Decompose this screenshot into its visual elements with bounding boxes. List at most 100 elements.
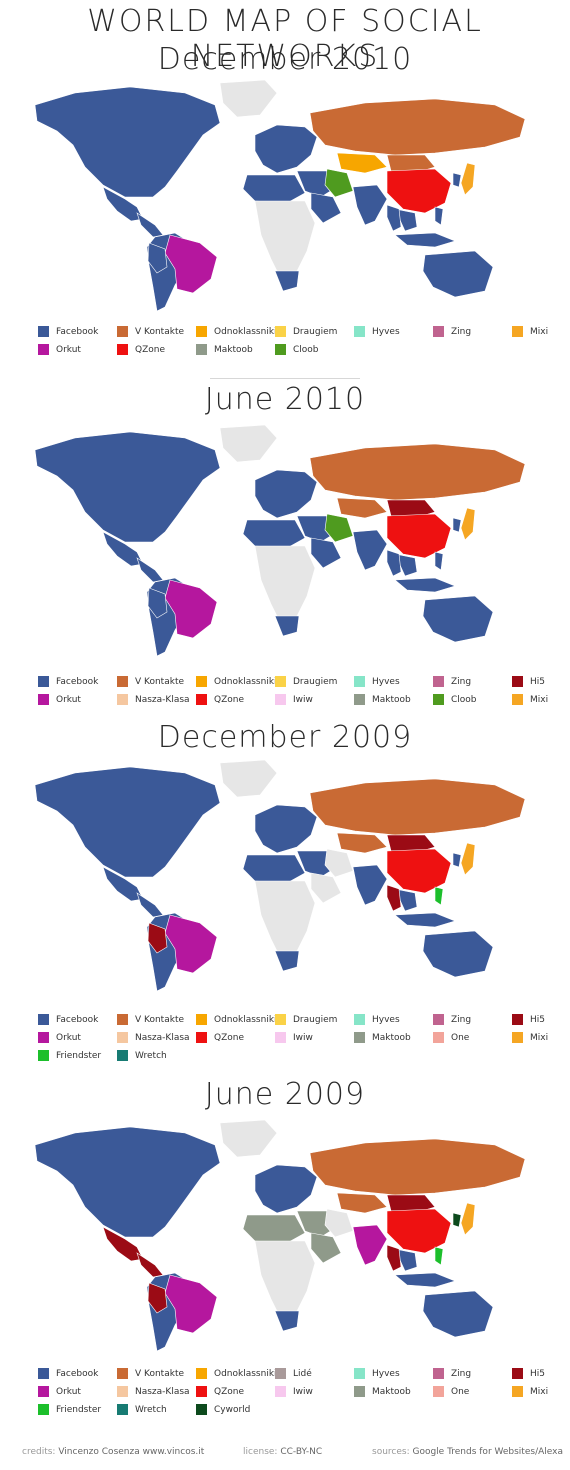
region-se_asia [394,1248,418,1272]
region-mexico [102,1226,144,1262]
region-russia [309,1138,526,1196]
legend-swatch [117,326,128,337]
legend-label: Cloob [451,694,477,705]
period-title: December 2010 [157,42,413,77]
legend-swatch [38,1386,49,1397]
legend-swatch [38,676,49,687]
region-thailand [386,884,402,912]
legend-label: Friendster [56,1050,102,1061]
region-greenland [219,79,278,118]
legend-item: Maktoob [354,1032,411,1043]
legend-row: Orkut QZone Maktoob Cloob [38,344,538,360]
legend-row: Orkut Nasza-Klasa QZone Iwiw Maktoob One Mixi [38,1386,548,1402]
region-korea [452,517,462,533]
region-northAfrica [242,854,306,884]
region-central_asia [336,497,388,519]
legend-item: Hyves [354,326,400,337]
legend-swatch [38,694,49,705]
region-central_asia [336,832,388,854]
legend-swatch [38,1032,49,1043]
legend-label: Maktoob [372,1032,411,1043]
region-china [386,848,452,894]
region-peru [147,242,168,274]
legend-label: Wretch [135,1050,167,1061]
legend-swatch [354,1386,365,1397]
legend-item: QZone [196,694,244,705]
region-russia [309,778,526,836]
credits: credits: Vincenzo Cosenza www.vincos.it [22,1447,204,1457]
legend-label: Zing [451,326,472,337]
region-centralAm [136,892,164,918]
legend-label: Zing [451,676,472,687]
legend-item: Facebook [38,1014,98,1025]
legend-label: Iwiw [293,1386,313,1397]
region-se_asia [394,208,418,232]
region-northAmerica [34,1126,221,1238]
legend-label: Nasza-Klasa [135,694,190,705]
legend-item: One [433,1386,469,1397]
region-japan [460,507,476,541]
legend-item: Nasza-Klasa [117,1386,190,1397]
legend-item: Wretch [117,1404,167,1415]
legend-swatch [196,676,207,687]
region-centralAm [136,1252,164,1278]
region-iran [324,1208,354,1238]
region-australia [422,250,494,298]
legend-swatch [512,1386,523,1397]
legend-swatch [117,1014,128,1025]
legend-label: QZone [214,1386,244,1397]
legend-swatch [512,1032,523,1043]
legend-label: Hyves [372,1368,400,1379]
region-brazil [164,1274,218,1334]
legend-label: QZone [214,694,244,705]
legend-item: Zing [433,1368,471,1379]
legend-item: Hi5 [512,1368,545,1379]
legend-swatch [196,1032,207,1043]
legend-label: V Kontakte [135,1368,185,1379]
region-peru [147,922,168,954]
legend-item: Orkut [38,1032,81,1043]
region-africa [254,545,316,625]
legend-swatch [196,1368,207,1379]
region-northAfrica [242,1214,306,1244]
legend-row: Orkut Nasza-Klasa QZone Iwiw Maktoob One Mixi [38,1032,548,1048]
legend-swatch [354,676,365,687]
legend-label: Odnoklassniki [214,1368,277,1379]
region-central_asia [336,152,388,174]
legend-label: Friendster [56,1404,102,1415]
legend-item: Iwiw [275,1386,313,1397]
legend-item: Nasza-Klasa [117,1032,190,1043]
legend-item: Orkut [38,1386,81,1397]
legend-row: Friendster Wretch [38,1050,538,1066]
world-map-jun-2009 [34,1119,526,1352]
region-greenland [219,424,278,463]
legend-label: Zing [451,1014,472,1025]
legend-item: Orkut [38,694,81,705]
license-value: CC-BY-NC [280,1447,323,1457]
legend-item: Hyves [354,1368,400,1379]
legend-item: Draugiem [275,1014,337,1025]
region-china [386,1208,452,1254]
region-japan [460,162,476,196]
legend-label: Orkut [56,1386,81,1397]
region-greenland [219,1119,278,1158]
period-title: June 2010 [204,382,366,417]
legend-item: One [433,1032,469,1043]
world-map-dec-2009 [34,759,526,992]
legend-item: Odnoklassniki [196,1368,277,1379]
legend-label: Facebook [56,676,99,687]
region-japan [460,842,476,876]
region-korea [452,852,462,868]
legend-label: Draugiem [293,676,338,687]
legend-label: Facebook [56,1014,99,1025]
legend-swatch [354,694,365,705]
period-title: December 2009 [157,720,413,755]
region-northAfrica [242,519,306,549]
legend-label: Odnoklassniki [214,326,277,337]
legend-item: Maktoob [196,344,253,355]
region-central_asia [336,1192,388,1214]
legend-label: V Kontakte [135,676,185,687]
credits-label: credits: [22,1447,56,1457]
legend-item: Maktoob [354,694,411,705]
legend-label: Cyworld [214,1404,251,1415]
